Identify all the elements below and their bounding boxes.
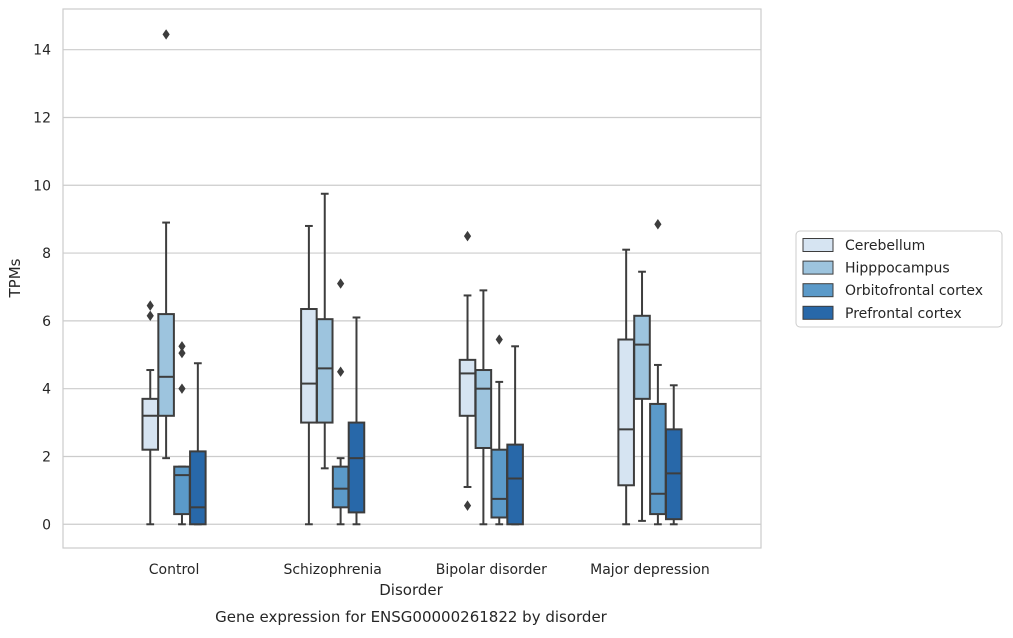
x-tick-label: Control [149, 562, 200, 578]
chart-title: Gene expression for ENSG00000261822 by d… [215, 608, 608, 626]
box [331, 278, 350, 526]
legend-label: Hipppocampus [845, 261, 950, 277]
legend-swatch [802, 305, 834, 320]
legend-swatch [802, 238, 834, 252]
legend-label: Cerebellum [845, 238, 925, 254]
x-tick-label: Schizophrenia [283, 562, 381, 578]
iqr-box [347, 421, 366, 514]
legend: Cerebellum Hipppocampus Orbitofrontal cort… [795, 230, 1003, 328]
box [315, 192, 334, 470]
y-tick-label: 0 [42, 517, 51, 533]
iqr-box [617, 338, 635, 487]
box [173, 341, 191, 526]
box [157, 29, 175, 460]
iqr-box [141, 397, 160, 451]
box [506, 345, 524, 526]
series-hipppocampus [157, 29, 651, 526]
legend-items: Cerebellum Hipppocampus Orbitofrontal cort… [802, 238, 983, 322]
outlier-point [463, 500, 472, 511]
y-axis-label: TPMs [6, 258, 24, 298]
y-tick-label: 2 [42, 449, 51, 465]
outlier-point [178, 347, 186, 359]
box [633, 270, 651, 522]
y-tick-label: 12 [33, 110, 51, 126]
outlier-point [146, 310, 154, 321]
box [458, 230, 477, 511]
legend-swatch [802, 260, 834, 275]
iqr-box [331, 465, 350, 509]
outlier-point [337, 366, 345, 377]
iqr-box [506, 443, 524, 526]
legend-frame [795, 230, 1003, 328]
x-tick-label: Bipolar disorder [436, 562, 547, 578]
box [474, 289, 493, 526]
box-series [141, 29, 683, 526]
outlier-point [654, 219, 662, 230]
outlier-point [495, 334, 503, 345]
box [300, 224, 318, 526]
iqr-box [474, 369, 493, 449]
box [649, 219, 667, 526]
series-prefrontal-cortex [189, 316, 683, 526]
series-cerebellum [141, 224, 635, 526]
box [141, 300, 160, 526]
iqr-box [490, 448, 509, 519]
box [617, 248, 635, 526]
iqr-box [173, 465, 191, 516]
legend-label: Prefrontal cortex [845, 306, 962, 322]
box [347, 316, 366, 526]
box [490, 334, 509, 526]
outlier-point [337, 278, 345, 289]
legend-label: Orbitofrontal cortex [845, 283, 983, 299]
y-tick-label: 10 [33, 178, 51, 194]
iqr-box [157, 313, 175, 417]
outlier-point [162, 29, 170, 40]
outlier-point [463, 230, 472, 242]
iqr-box [315, 318, 334, 424]
iqr-box [300, 308, 318, 424]
x-tick-labels: Control Schizophrenia Bipolar disorder Majo… [149, 562, 710, 578]
plot-frame [62, 8, 762, 549]
box [189, 362, 207, 526]
legend-swatch [802, 283, 834, 298]
iqr-box [633, 314, 651, 400]
outlier-point [178, 383, 186, 394]
x-axis-label: Disorder [379, 581, 443, 599]
y-tick-labels: 0 2 4 6 8 10 12 14 [33, 43, 51, 534]
y-tick-label: 8 [42, 246, 51, 262]
y-tick-label: 4 [42, 382, 51, 398]
iqr-box [649, 402, 667, 516]
iqr-box [458, 358, 477, 417]
x-tick-label: Major depression [590, 562, 710, 578]
y-tick-label: 14 [33, 43, 51, 59]
outlier-point [146, 300, 154, 311]
series-orbitofrontal-cortex [173, 219, 667, 526]
box [664, 384, 683, 526]
outlier-point [178, 341, 186, 352]
y-tick-label: 6 [42, 314, 51, 330]
iqr-box [189, 450, 207, 526]
